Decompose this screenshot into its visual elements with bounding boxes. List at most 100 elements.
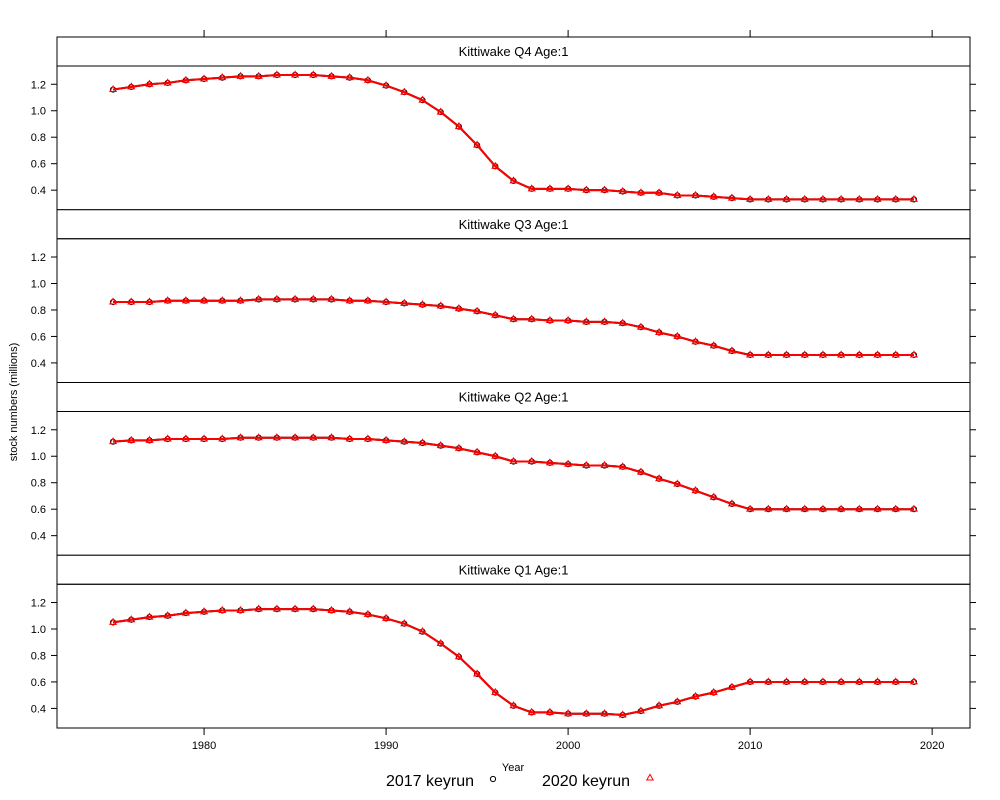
data-point-2020-keyrun: [673, 190, 682, 198]
data-point-2020-keyrun: [782, 504, 791, 512]
data-point-2020-keyrun: [564, 315, 573, 324]
data-point-2020-keyrun: [909, 194, 919, 202]
x-axis-title: Year: [502, 762, 525, 774]
data-point-2020-keyrun: [272, 294, 281, 302]
data-point-2020-keyrun: [746, 350, 755, 358]
data-point-2020-keyrun: [800, 504, 809, 512]
data-point-2020-keyrun: [764, 194, 773, 202]
panel-plot-area: [56, 65, 971, 211]
data-point-2020-keyrun: [491, 310, 500, 318]
series-line-2017-keyrun: [112, 436, 914, 511]
data-point-2020-keyrun: [764, 504, 773, 512]
data-point-2020-keyrun: [891, 677, 900, 685]
data-point-2020-keyrun: [363, 609, 372, 617]
y-axis-title: stock numbers (millions): [8, 343, 20, 462]
data-point-2020-keyrun: [855, 350, 864, 358]
data-point-2020-keyrun: [400, 437, 409, 445]
data-point-2020-keyrun: [782, 677, 791, 685]
data-point-2020-keyrun: [454, 304, 463, 312]
data-point-2020-keyrun: [764, 677, 773, 685]
y-tick-label: 0.6: [31, 504, 46, 516]
series-line-2020-keyrun: [113, 298, 914, 356]
data-point-2020-keyrun: [145, 435, 154, 443]
data-point-2020-keyrun: [218, 605, 227, 613]
strip-label: Kittiwake Q2 Age:1: [459, 390, 569, 405]
data-point-2020-keyrun: [891, 194, 900, 202]
data-point-2020-keyrun: [691, 337, 700, 345]
data-point-2020-keyrun: [709, 687, 718, 696]
data-point-2020-keyrun: [564, 184, 573, 192]
y-tick-label: 1.2: [31, 79, 46, 91]
data-point-2020-keyrun: [891, 504, 900, 512]
data-point-2020-keyrun: [873, 350, 882, 358]
series-line-2020-keyrun: [112, 608, 914, 717]
data-point-2020-keyrun: [382, 297, 391, 305]
data-point-2020-keyrun: [272, 604, 281, 612]
strip-label: Kittiwake Q4 Age:1: [459, 44, 569, 59]
y-tick-label: 1.0: [31, 624, 46, 636]
series-line-2017-keyrun: [112, 608, 914, 717]
data-point-2020-keyrun: [509, 701, 518, 709]
data-point-2020-keyrun: [163, 78, 172, 86]
data-point-2020-keyrun: [491, 687, 500, 696]
data-point-2020-keyrun: [691, 190, 700, 198]
data-point-2020-keyrun: [636, 467, 645, 475]
y-tick-label: 1.2: [31, 252, 46, 264]
data-point-2020-keyrun: [564, 709, 573, 717]
data-point-2020-keyrun: [818, 677, 827, 685]
data-point-2020-keyrun: [746, 194, 755, 202]
data-point-2020-keyrun: [891, 350, 900, 358]
data-point-2020-keyrun: [200, 607, 209, 615]
data-point-2020-keyrun: [400, 87, 409, 95]
data-point-2020-keyrun: [764, 350, 773, 358]
x-tick-label: 2020: [920, 740, 944, 752]
data-point-2020-keyrun: [145, 79, 154, 87]
data-point-2020-keyrun: [345, 73, 354, 81]
data-point-2020-keyrun: [709, 492, 718, 500]
panel-kittiwake-q1-age-1: Kittiwake Q1 Age:1 0.4 0.6 0.8 1.0 1.2: [31, 554, 976, 729]
data-point-2020-keyrun: [636, 706, 645, 714]
data-point-2020-keyrun: [127, 297, 136, 305]
y-tick-label: 0.4: [31, 703, 46, 715]
strip-label: Kittiwake Q3 Age:1: [459, 217, 569, 232]
legend: 2017 keyrun 2020 keyrun: [386, 773, 655, 790]
data-point-2020-keyrun: [855, 504, 864, 512]
panel-plot-area: [56, 583, 971, 729]
panel-kittiwake-q3-age-1: Kittiwake Q3 Age:1 0.4 0.6 0.8 1.0 1.2: [31, 209, 976, 383]
data-point-2020-keyrun: [800, 677, 809, 685]
data-point-2020-keyrun: [254, 433, 263, 441]
data-point-2020-keyrun: [582, 185, 591, 193]
data-point-2020-keyrun: [600, 317, 609, 325]
data-point-2020-keyrun: [545, 315, 554, 324]
y-tick-label: 0.8: [31, 478, 46, 490]
data-point-2020-keyrun: [491, 161, 500, 169]
data-point-2020-keyrun: [163, 434, 172, 442]
data-point-2020-keyrun: [618, 186, 627, 194]
x-tick-label: 2000: [556, 740, 580, 752]
data-point-2020-keyrun: [309, 294, 318, 302]
data-point-2020-keyrun: [400, 619, 409, 627]
data-point-2020-keyrun: [527, 314, 536, 322]
data-point-2020-keyrun: [709, 192, 718, 200]
data-point-2020-keyrun: [746, 504, 755, 512]
data-point-2020-keyrun: [309, 604, 318, 612]
data-point-2020-keyrun: [218, 296, 227, 304]
data-point-2020-keyrun: [127, 82, 136, 90]
data-point-2020-keyrun: [254, 71, 263, 79]
panel-strip: [56, 554, 971, 585]
panel-plot-area: [56, 411, 971, 556]
data-point-2020-keyrun: [655, 188, 664, 196]
legend-label: 2017 keyrun: [386, 773, 474, 790]
data-point-2020-keyrun: [309, 433, 318, 441]
y-tick-label: 0.4: [31, 358, 46, 370]
data-point-2020-keyrun: [709, 341, 718, 349]
x-tick-label: 1980: [192, 740, 216, 752]
data-point-2020-keyrun: [473, 140, 482, 148]
panel-strip: [56, 209, 971, 240]
data-point-2020-keyrun: [600, 460, 609, 469]
data-point-2020-keyrun: [363, 296, 372, 304]
data-point-2020-keyrun: [727, 682, 736, 690]
y-tick-label: 1.0: [31, 278, 46, 290]
data-point-2020-keyrun: [655, 474, 664, 482]
